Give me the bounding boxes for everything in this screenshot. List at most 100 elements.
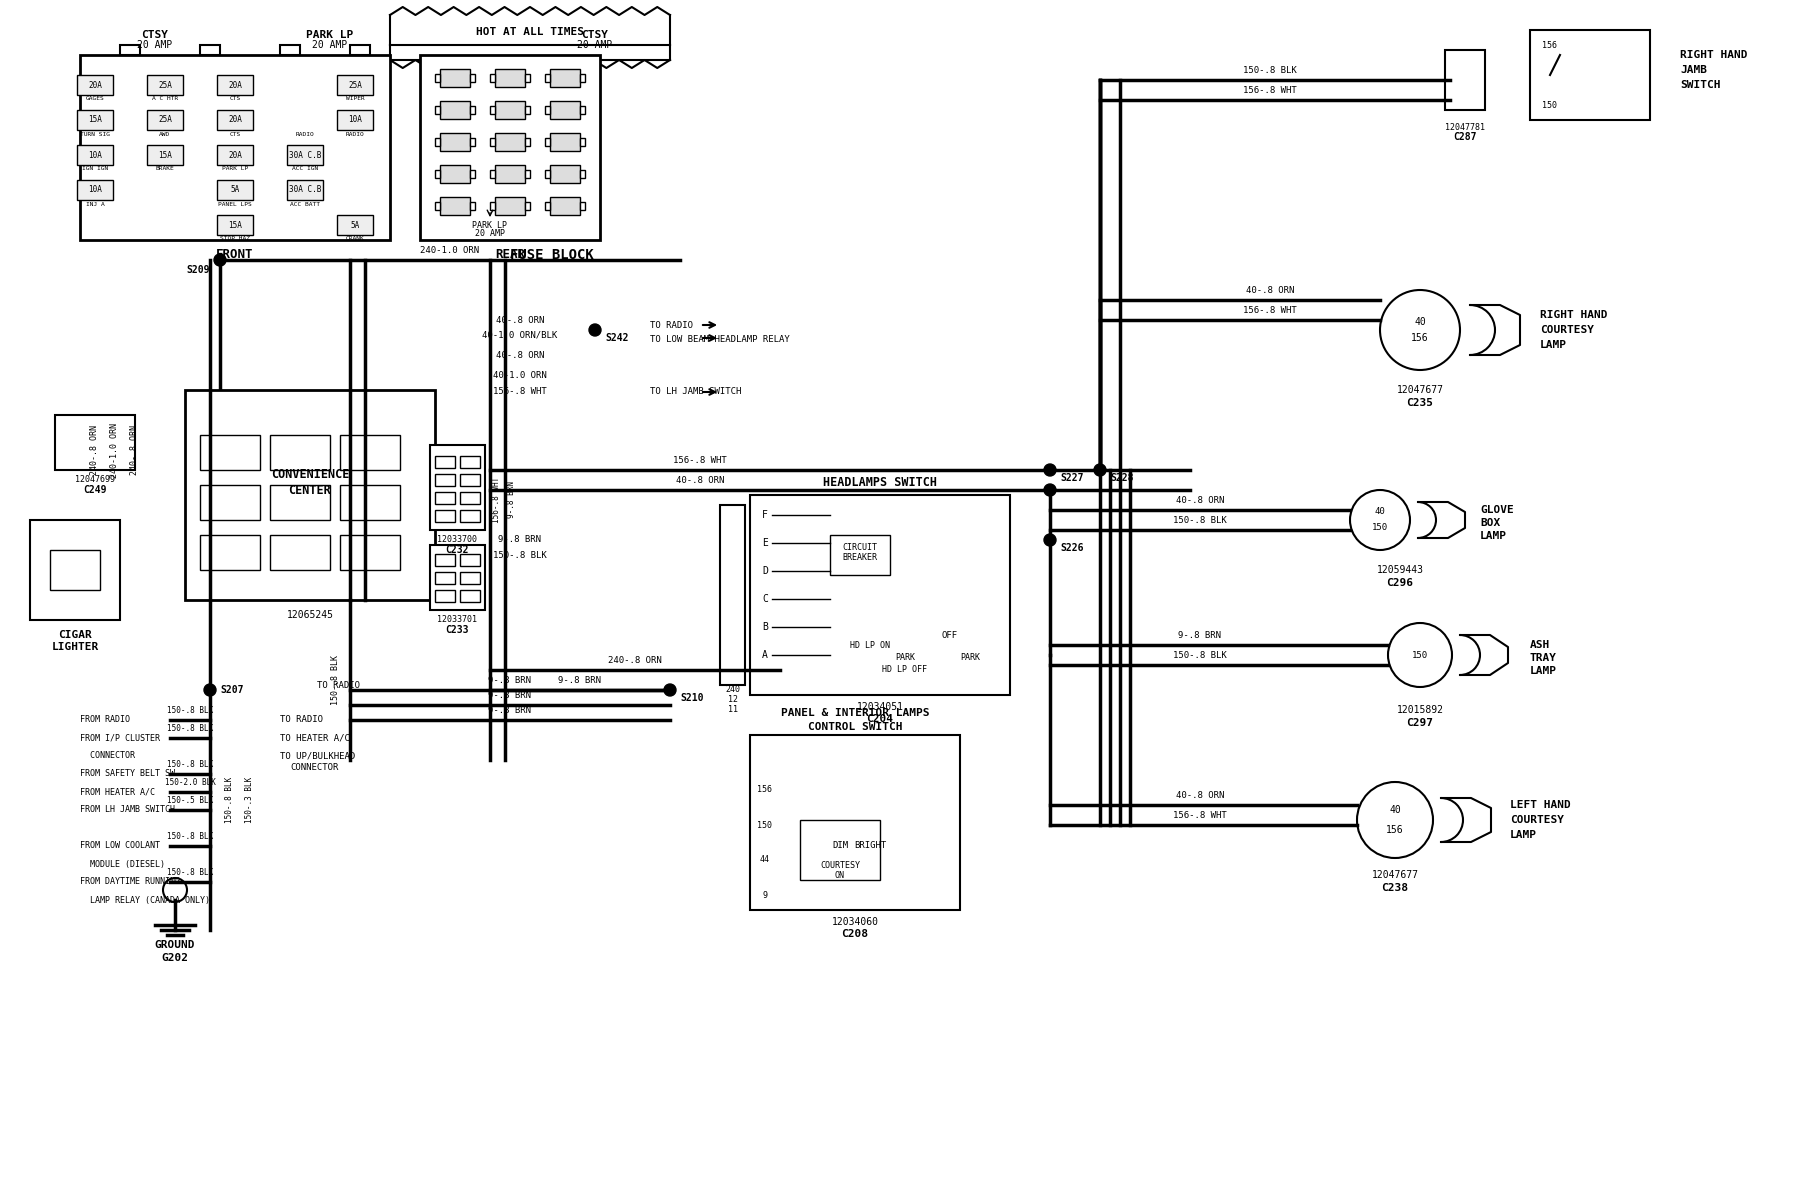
Text: 20A: 20A xyxy=(228,150,242,160)
Bar xyxy=(439,133,470,151)
Bar xyxy=(439,164,470,182)
Text: CONTROL SWITCH: CONTROL SWITCH xyxy=(808,722,902,732)
Bar xyxy=(470,138,475,146)
Text: 150-.8 BLK: 150-.8 BLK xyxy=(331,655,340,704)
Text: 150-.8 BLK: 150-.8 BLK xyxy=(226,776,235,823)
Bar xyxy=(269,434,331,470)
Text: C208: C208 xyxy=(840,929,867,938)
Bar xyxy=(459,572,479,584)
Text: 12059443: 12059443 xyxy=(1375,565,1422,575)
Bar xyxy=(524,138,529,146)
Text: 15A: 15A xyxy=(89,115,101,125)
Text: 9-.8 BRN: 9-.8 BRN xyxy=(558,676,602,685)
Bar xyxy=(435,510,455,522)
Text: WIPER: WIPER xyxy=(345,96,365,102)
Text: TURN SIG: TURN SIG xyxy=(80,132,110,137)
Text: 12034060: 12034060 xyxy=(831,917,878,926)
Text: GROUND: GROUND xyxy=(155,940,195,950)
Text: 156-.8 WHT: 156-.8 WHT xyxy=(492,476,501,523)
Text: 40-.8 ORN: 40-.8 ORN xyxy=(1245,286,1294,295)
Text: 15A: 15A xyxy=(228,221,242,229)
Bar xyxy=(490,170,495,178)
Text: ACC BATT: ACC BATT xyxy=(289,202,320,206)
Bar xyxy=(435,106,439,114)
Bar xyxy=(435,492,455,504)
Text: F: F xyxy=(761,510,768,520)
Bar xyxy=(544,170,549,178)
Bar xyxy=(146,74,183,95)
Text: TO HEATER A/C: TO HEATER A/C xyxy=(280,733,351,743)
Text: 150-.3 BLK: 150-.3 BLK xyxy=(246,776,255,823)
Text: JAMB: JAMB xyxy=(1679,65,1706,74)
Text: 12047677: 12047677 xyxy=(1395,385,1442,395)
Text: INJ A: INJ A xyxy=(85,202,105,206)
Text: 9: 9 xyxy=(763,890,768,900)
Text: CONNECTOR: CONNECTOR xyxy=(289,763,338,773)
Bar xyxy=(146,145,183,164)
Text: 156: 156 xyxy=(1411,332,1428,343)
Text: C: C xyxy=(761,594,768,604)
Text: C204: C204 xyxy=(866,714,893,724)
Text: 240-.8 ORN: 240-.8 ORN xyxy=(607,656,661,665)
Text: C296: C296 xyxy=(1386,578,1413,588)
Bar xyxy=(580,74,585,82)
Text: CTS: CTS xyxy=(229,96,240,102)
Text: LAMP: LAMP xyxy=(1509,830,1536,840)
Bar xyxy=(146,110,183,130)
Text: CTSY: CTSY xyxy=(582,30,609,40)
Text: 20A: 20A xyxy=(228,80,242,90)
Bar xyxy=(217,110,253,130)
Text: RADIO: RADIO xyxy=(296,132,314,137)
Text: 30A C.B: 30A C.B xyxy=(289,150,322,160)
Text: C287: C287 xyxy=(1453,132,1476,142)
Text: S227: S227 xyxy=(1059,473,1082,482)
Text: 40-.8 ORN: 40-.8 ORN xyxy=(676,476,725,485)
Bar xyxy=(544,202,549,210)
Bar xyxy=(470,74,475,82)
Bar xyxy=(419,55,600,240)
Text: 150-.8 BLK: 150-.8 BLK xyxy=(1243,66,1296,74)
Text: 10A: 10A xyxy=(89,186,101,194)
Text: 12047781: 12047781 xyxy=(1444,122,1484,132)
Bar xyxy=(31,520,119,620)
Text: 25A: 25A xyxy=(349,80,361,90)
Bar xyxy=(119,44,139,55)
Bar xyxy=(470,170,475,178)
Bar xyxy=(78,110,112,130)
Bar xyxy=(470,106,475,114)
Text: 150-.8 BLK: 150-.8 BLK xyxy=(166,706,213,715)
Text: G202: G202 xyxy=(161,953,188,962)
Bar xyxy=(435,554,455,566)
Text: 40-.8 ORN: 40-.8 ORN xyxy=(1175,791,1223,800)
Text: FROM DAYTIME RUNNING: FROM DAYTIME RUNNING xyxy=(80,877,181,887)
Bar xyxy=(490,74,495,82)
Text: PANEL & INTERIOR LAMPS: PANEL & INTERIOR LAMPS xyxy=(781,708,929,718)
Text: 150: 150 xyxy=(1411,650,1428,660)
Text: 40: 40 xyxy=(1388,805,1400,815)
Text: 150-.8 BLK: 150-.8 BLK xyxy=(166,724,213,733)
Text: 150-.8 BLK: 150-.8 BLK xyxy=(1173,516,1227,526)
Text: 40: 40 xyxy=(1373,508,1384,516)
Bar xyxy=(495,197,524,215)
Text: GAGES: GAGES xyxy=(85,96,105,102)
Circle shape xyxy=(1043,534,1055,546)
Circle shape xyxy=(1540,70,1549,80)
Text: TO RADIO: TO RADIO xyxy=(651,320,692,330)
Text: C232: C232 xyxy=(445,545,468,554)
Bar xyxy=(54,415,136,470)
Bar xyxy=(201,535,260,570)
Bar xyxy=(544,74,549,82)
Text: C238: C238 xyxy=(1381,883,1408,893)
Text: 9-.8 BRN: 9-.8 BRN xyxy=(1178,631,1222,640)
Bar xyxy=(549,197,580,215)
Text: 240-1.0 ORN: 240-1.0 ORN xyxy=(421,246,479,254)
Bar xyxy=(80,55,390,240)
Bar xyxy=(495,164,524,182)
Circle shape xyxy=(1043,484,1055,496)
Text: S226: S226 xyxy=(1059,542,1082,553)
Text: COURTESY: COURTESY xyxy=(1540,325,1594,335)
Text: ACC IGN: ACC IGN xyxy=(291,167,318,172)
Text: TRAY: TRAY xyxy=(1529,653,1556,662)
Text: 40-1.0 ORN/BLK: 40-1.0 ORN/BLK xyxy=(482,331,557,340)
Text: 156-.8 WHT: 156-.8 WHT xyxy=(493,388,546,396)
